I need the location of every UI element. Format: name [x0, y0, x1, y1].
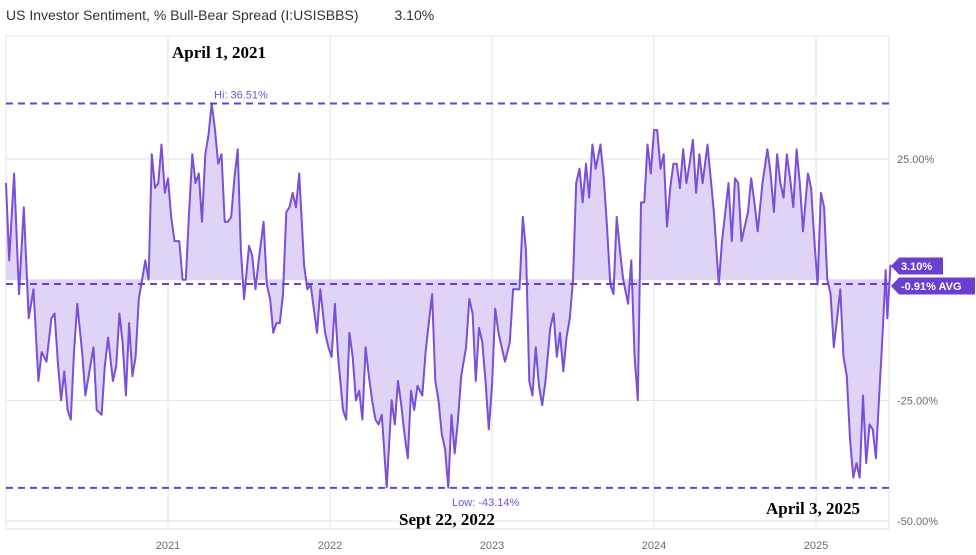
x-tick-label: 2023 [480, 540, 504, 552]
current-value: 3.10% [394, 7, 435, 23]
avg-value-tag: -0.91% AVG [901, 281, 962, 293]
x-tick-label: 2021 [156, 540, 180, 552]
y-tick-label: -25.00% [897, 395, 938, 407]
y-tick-label: -50.00% [897, 516, 938, 528]
chart-title: US Investor Sentiment, % Bull-Bear Sprea… [6, 7, 359, 23]
hi-label: Hi: 36.51% [214, 89, 268, 101]
date-annotation: April 1, 2021 [172, 43, 266, 62]
y-tick-label: 25.00% [897, 154, 935, 166]
x-tick-label: 2024 [642, 540, 666, 552]
date-annotation: April 3, 2025 [766, 499, 860, 518]
current-value-tag: 3.10% [901, 261, 932, 273]
avg-value-tag-bg [891, 277, 975, 295]
chart-header: US Investor Sentiment, % Bull-Bear Sprea… [6, 4, 434, 26]
low-label: Low: -43.14% [452, 497, 519, 509]
date-annotation: Sept 22, 2022 [399, 510, 495, 529]
x-tick-label: 2022 [318, 540, 342, 552]
x-tick-label: 2025 [804, 540, 828, 552]
series-line [5, 102, 892, 489]
current-value-tag-bg [891, 257, 943, 275]
